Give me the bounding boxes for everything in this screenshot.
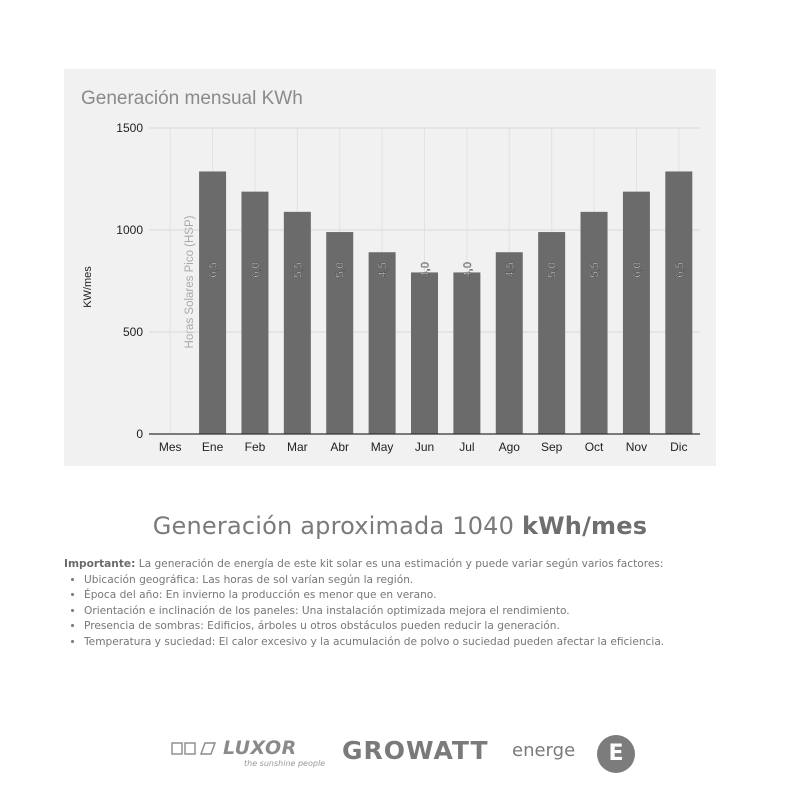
bar-ago bbox=[495, 252, 523, 434]
bar-oct bbox=[580, 211, 608, 434]
x-tick-label: Nov bbox=[626, 440, 647, 454]
list-item: Presencia de sombras: Edificios, árboles… bbox=[84, 619, 744, 635]
bar-data-label: 6,5 bbox=[208, 262, 220, 277]
summary-value: 1040 bbox=[452, 512, 515, 540]
bar-data-label: 4,0 bbox=[462, 262, 474, 277]
bar-sep bbox=[538, 232, 566, 434]
x-tick-label: Ene bbox=[202, 440, 224, 454]
chart-panel: Generación mensual KWh KW/mes Horas Sola… bbox=[64, 69, 716, 466]
y-axis-label: KW/mes bbox=[82, 266, 94, 308]
list-item: Ubicación geográfica: Las horas de sol v… bbox=[84, 573, 744, 589]
notes-lead-label: Importante: bbox=[64, 558, 136, 570]
summary-prefix: Generación aproximada bbox=[152, 512, 445, 540]
x-tick-label: Feb bbox=[245, 440, 266, 454]
bar-dic bbox=[665, 171, 693, 434]
notes-section: Importante: La generación de energía de … bbox=[64, 557, 744, 650]
summary-unit: kWh/mes bbox=[521, 512, 648, 540]
x-tick-label: Jul bbox=[459, 440, 474, 454]
bar-data-label: 6,0 bbox=[250, 262, 262, 277]
bar-mar bbox=[283, 211, 311, 434]
list-item: Temperatura y suciedad: El calor excesiv… bbox=[84, 635, 744, 651]
x-tick-label: Sep bbox=[541, 440, 563, 454]
bar-nov bbox=[622, 191, 650, 434]
bar-chart: Generación mensual KWh KW/mes Horas Sola… bbox=[81, 88, 700, 454]
y-tick-label: 1500 bbox=[116, 121, 143, 135]
bar-data-label: 4,5 bbox=[377, 262, 389, 277]
bar-data-label: 5,5 bbox=[292, 262, 304, 277]
luxor-logo: LUXOR bbox=[223, 737, 297, 759]
growatt-logo: GROWATT bbox=[342, 736, 489, 765]
notes-lead-text: La generación de energía de este kit sol… bbox=[138, 558, 664, 570]
series-label: Horas Solares Pico (HSP) bbox=[184, 215, 196, 348]
luxor-mark-icon bbox=[171, 742, 216, 755]
bar-jul bbox=[453, 272, 481, 434]
bar-data-label: 4,0 bbox=[420, 262, 432, 277]
bar-data-label: 4,5 bbox=[504, 262, 516, 277]
chart-title: Generación mensual KWh bbox=[81, 88, 303, 109]
y-tick-label: 500 bbox=[123, 325, 143, 339]
bar-data-label: 6,5 bbox=[674, 262, 686, 277]
x-tick-label: May bbox=[371, 440, 394, 454]
notes-lead: Importante: La generación de energía de … bbox=[64, 557, 744, 573]
bar-feb bbox=[241, 191, 269, 434]
bar-data-label: 5,5 bbox=[589, 262, 601, 277]
energe-badge-icon: E bbox=[597, 735, 635, 773]
y-tick-label: 1000 bbox=[116, 223, 143, 237]
brand-logos: LUXOR the sunshine people GROWATT energe… bbox=[0, 730, 800, 776]
list-item: Orientación e inclinación de los paneles… bbox=[84, 604, 744, 620]
x-tick-label: Dic bbox=[670, 440, 687, 454]
notes-list: Ubicación geográfica: Las horas de sol v… bbox=[64, 573, 744, 651]
generation-summary: Generación aproximada 1040 kWh/mes bbox=[0, 512, 800, 540]
bar-data-label: 6,0 bbox=[631, 262, 643, 277]
x-tick-label: Abr bbox=[330, 440, 349, 454]
bar-data-label: 5,0 bbox=[547, 262, 559, 277]
bar-ene bbox=[199, 171, 227, 434]
energe-logo: energe bbox=[512, 740, 576, 761]
x-tick-label: Ago bbox=[499, 440, 521, 454]
bar-may bbox=[368, 252, 396, 434]
bar-jun bbox=[411, 272, 438, 434]
x-tick-label: Oct bbox=[585, 440, 604, 454]
bar-abr bbox=[326, 232, 354, 434]
y-tick-label: 0 bbox=[136, 427, 143, 441]
x-tick-label: Mes bbox=[159, 440, 182, 454]
bar-data-label: 5,0 bbox=[335, 262, 347, 277]
luxor-tagline: the sunshine people bbox=[244, 759, 326, 768]
x-tick-label: Mar bbox=[287, 440, 308, 454]
x-tick-label: Jun bbox=[415, 440, 434, 454]
list-item: Época del año: En invierno la producción… bbox=[84, 588, 744, 604]
